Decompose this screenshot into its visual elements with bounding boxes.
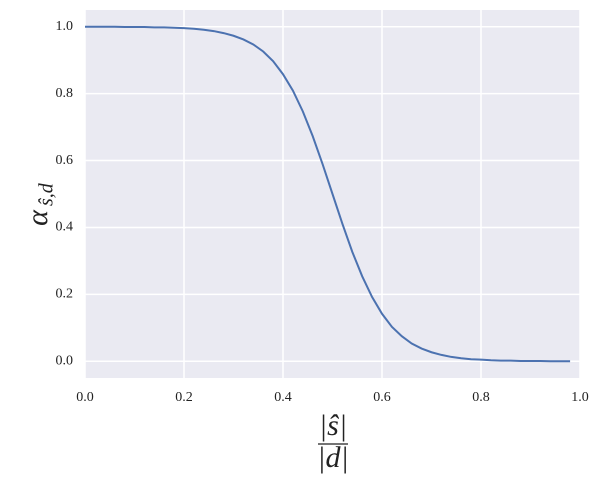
y-label-symbol: α <box>21 209 54 226</box>
x-tick-label: 1.0 <box>571 390 589 405</box>
y-label-subscript: ŝ,d <box>36 182 58 206</box>
line-series <box>85 25 571 363</box>
x-label-denominator: |d| <box>317 441 349 474</box>
grid <box>84 10 581 378</box>
y-tick-label: 0.4 <box>56 220 74 235</box>
y-tick-label: 1.0 <box>56 19 74 34</box>
x-tick-label: 0.8 <box>472 390 490 405</box>
y-tick-label: 0.2 <box>56 287 74 302</box>
marks <box>85 25 571 363</box>
y-tick-label: 0.8 <box>56 86 74 101</box>
ticks: 0.0 0.2 0.4 0.6 0.8 1.0 0.0 0.2 0.4 0.6 0.8 1.0 <box>56 19 589 405</box>
y-label: α ŝ,d <box>21 182 58 226</box>
x-tick-label: 0.0 <box>76 390 94 405</box>
x-tick-label: 0.4 <box>274 390 292 405</box>
x-label-numerator: |ŝ| <box>319 409 347 442</box>
x-tick-label: 0.2 <box>175 390 193 405</box>
y-tick-label: 0.0 <box>56 353 74 368</box>
x-tick-label: 0.6 <box>373 390 391 405</box>
y-tick-label: 0.6 <box>56 153 74 168</box>
